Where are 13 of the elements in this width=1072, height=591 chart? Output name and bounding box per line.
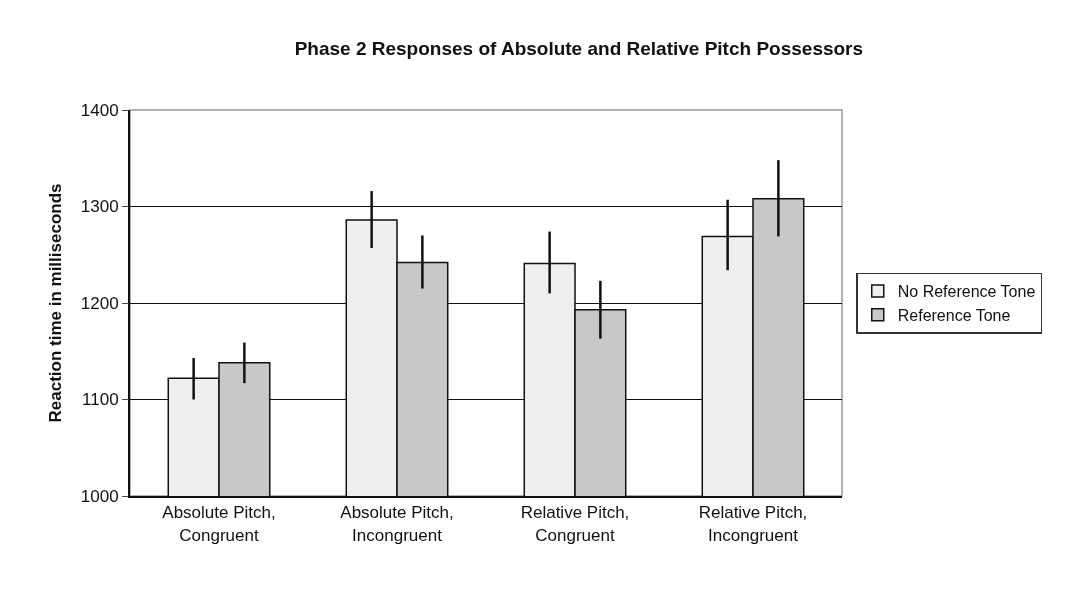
x-tick-label: Relative Pitch, Congruent [520,503,630,545]
x-tick-label: Relative Pitch, Incongruent [698,503,808,545]
y-axis-title: Reaction time in milliseconds [45,183,65,423]
x-tick-label: Absolute Pitch, Incongruent [340,503,454,545]
x-tick-label: Absolute Pitch, Congruent [162,503,276,545]
y-tick-label: 1200 [80,293,119,313]
chart-title: Phase 2 Responses of Absolute and Relative Pitch Possessors [294,37,864,59]
y-tick-label: 1400 [80,100,119,120]
y-tick-label: 1000 [80,486,119,506]
legend-label: Reference Tone [897,306,1011,324]
legend-label: No Reference Tone [897,283,1036,301]
y-tick-label: 1300 [80,197,119,217]
y-tick-label: 1100 [82,390,119,410]
